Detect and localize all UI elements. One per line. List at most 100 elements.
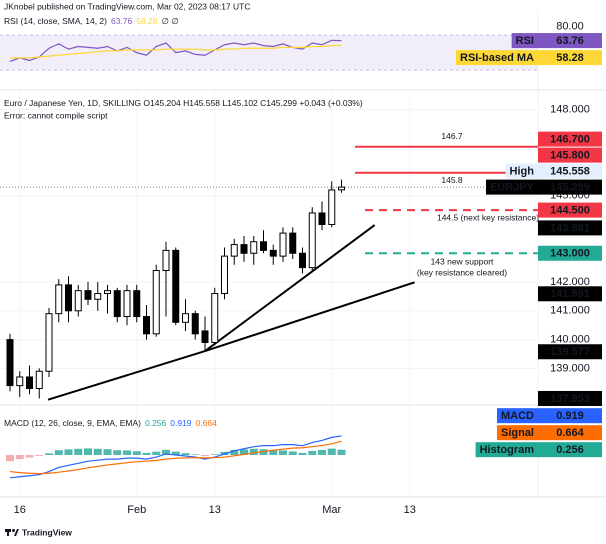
candle-body [279, 232, 287, 257]
candle-body [201, 330, 209, 343]
candle-body [84, 290, 92, 300]
histogram-bar [84, 448, 92, 455]
pane-title: Euro / Japanese Yen, 1D, SKILLING O145.2… [4, 98, 363, 108]
annotation: 144.5 (next key resistance) [437, 212, 539, 222]
pane-title: RSI (14, close, SMA, 14, 2) [4, 16, 107, 26]
histogram-bar [337, 449, 346, 455]
axis-label-box [538, 286, 602, 302]
logo [5, 529, 19, 536]
y-tick-label: 139.000 [550, 362, 590, 374]
candle-body [26, 376, 33, 389]
candle-body [45, 313, 53, 372]
annotation: 146.7 [441, 131, 463, 141]
x-tick-label: Mar [322, 504, 341, 516]
histogram-bar [152, 451, 161, 455]
axis-tag-box [511, 33, 538, 49]
axis-tag-box [497, 408, 538, 424]
candle-body [162, 249, 170, 272]
axis-label-box [538, 147, 602, 163]
histogram-bar [249, 448, 258, 455]
axis-label-box [538, 33, 602, 49]
histogram-bar [181, 453, 190, 455]
x-tick-label: 16 [14, 504, 26, 516]
y-tick-label: 80.00 [556, 20, 584, 32]
pane-legend: Euro / Japanese Yen, 1D, SKILLING O145.2… [4, 98, 363, 108]
annotation: (key resistance cleared) [417, 268, 507, 278]
published-header: JKnobel published on TradingView.com, Ma… [4, 1, 251, 11]
candle-body [299, 252, 306, 269]
candle-body [240, 244, 248, 254]
candle-body [191, 313, 199, 335]
legend-value: 63.76 [111, 16, 133, 26]
candle-body [143, 316, 150, 335]
axis-label: 146.700 [550, 134, 590, 146]
axis-label: 143.881 [550, 222, 590, 234]
candle-body [260, 241, 267, 251]
histogram-bar [298, 452, 307, 455]
axis-label-box [538, 408, 602, 424]
candle-body [338, 186, 345, 191]
pane-legend: RSI (14, close, SMA, 14, 2) 63.76 58.28 ∅ ∅ [4, 16, 179, 26]
candle-body [328, 189, 336, 225]
axis-tag: RSI-based MA [460, 52, 534, 64]
histogram-bar [132, 451, 141, 455]
candle-body [113, 290, 121, 318]
histogram-bar [25, 454, 34, 458]
axis-tag: High [510, 166, 535, 178]
histogram-bar [269, 450, 278, 455]
candle-body [230, 244, 238, 257]
histogram-bar [318, 450, 326, 455]
candle-body [289, 232, 297, 254]
axis-label-box [538, 442, 602, 458]
axis-tag-box [496, 425, 538, 441]
histogram-bar [74, 448, 83, 455]
legend-extra: ∅ ∅ [162, 16, 180, 26]
candle-body [250, 241, 258, 254]
histogram-bar [327, 448, 336, 455]
axis-label-box [538, 245, 602, 261]
trendline [204, 281, 415, 353]
axis-tag-box [475, 442, 538, 458]
histogram-bar [123, 450, 131, 455]
axis-tag: EURJPY [490, 182, 535, 194]
pane-subtitle: Error: cannot compile script [4, 110, 108, 120]
axis-tag: RSI [516, 35, 534, 47]
candle-body [94, 293, 102, 300]
candle-body [74, 290, 82, 312]
axis-label: 141.591 [550, 288, 590, 300]
axis-label-box [538, 220, 602, 236]
axis-tag-box [505, 163, 538, 179]
y-tick-label: 142.000 [550, 276, 590, 288]
y-tick-label: 148.000 [550, 103, 590, 115]
axis-label: 145.299 [550, 182, 590, 194]
candle-body [6, 339, 14, 387]
axis-label: 0.919 [556, 410, 584, 422]
histogram-bar [162, 449, 170, 455]
axis-label: 139.577 [550, 346, 590, 358]
axis-label: 63.76 [556, 35, 584, 47]
candle-body [172, 249, 180, 323]
legend-value: 58.28 [136, 16, 158, 26]
axis-label: 144.500 [550, 205, 590, 217]
histogram-bar [191, 454, 200, 455]
trendline [204, 224, 376, 352]
histogram-bar [15, 454, 24, 460]
axis-label: 0.256 [556, 444, 584, 456]
footer-brand: TradingView [22, 527, 72, 537]
y-tick-label: 140.000 [550, 333, 590, 345]
candle-body [182, 313, 189, 323]
annotation: 143 new support [431, 257, 494, 267]
axis-label: 137.953 [550, 393, 590, 405]
axis-tag: Histogram [480, 444, 535, 456]
candle-body [65, 284, 72, 312]
axis-label-box [538, 163, 602, 179]
candle-body [35, 370, 43, 389]
candle-body [318, 212, 326, 225]
x-tick-label: Feb [127, 504, 146, 516]
candle-body [104, 290, 111, 295]
axis-label-box [538, 390, 602, 406]
histogram-bar [171, 451, 180, 455]
candle-body [152, 270, 160, 335]
axis-label: 145.800 [550, 150, 590, 162]
